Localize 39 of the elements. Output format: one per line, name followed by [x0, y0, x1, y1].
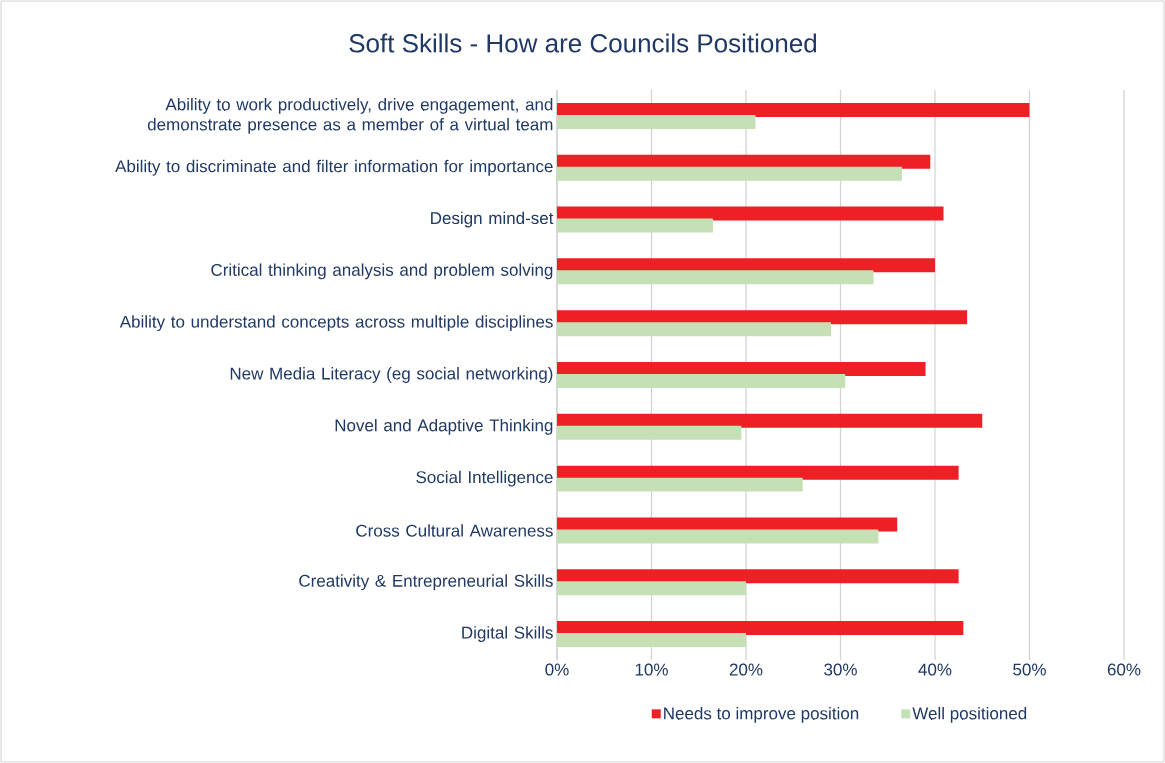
x-tick-label: 60% [1107, 663, 1141, 676]
x-tick-label: 40% [918, 663, 952, 676]
bar [557, 477, 803, 492]
y-tick-label: New Media Literacy (eg social networking) [230, 367, 553, 383]
bar [557, 621, 964, 636]
legend-label: Needs to improve position [664, 706, 859, 723]
x-tick-label: 0% [545, 663, 569, 676]
bar [557, 322, 832, 337]
y-tick-label: Social Intelligence [416, 470, 553, 487]
x-tick-label: 30% [824, 663, 857, 676]
bar [557, 633, 746, 648]
y-tick-label: Critical thinking analysis and problem solving [211, 263, 553, 280]
bar [557, 102, 1030, 117]
y-tick-label: Creativity & Entrepreneurial Skills [299, 574, 553, 591]
legend-label: Well positioned [912, 706, 1027, 723]
y-tick-label: Ability to understand concepts across multiple disciplines [119, 315, 553, 332]
y-tick-label: Novel and Adaptive Thinking [335, 418, 553, 435]
bar [557, 425, 742, 440]
chart-title: Soft Skills - How are Councils Positioned [349, 33, 817, 53]
y-tick-label: Design mind-set [431, 211, 554, 228]
bar [557, 529, 879, 544]
y-tick-label: Digital Skills [462, 626, 553, 643]
bar [557, 114, 756, 129]
bar [557, 465, 959, 480]
bar [557, 166, 902, 181]
x-tick-label: 50% [1013, 663, 1046, 676]
bar [557, 206, 944, 221]
x-tick-label: 10% [635, 663, 668, 676]
y-tick-label: Ability to work productively, drive engagement, and demonstrate presence as a member of a virtual team [147, 97, 553, 134]
y-tick-label: Cross Cultural Awareness [356, 524, 553, 537]
bar [557, 581, 746, 596]
bar [557, 374, 846, 388]
y-tick-label: Ability to discriminate and filter information for importance [115, 159, 553, 176]
bar [557, 413, 983, 428]
x-tick-label: 20% [729, 663, 763, 676]
bar [557, 270, 874, 285]
bar [557, 569, 959, 584]
bar [557, 310, 968, 325]
bar [557, 218, 713, 233]
